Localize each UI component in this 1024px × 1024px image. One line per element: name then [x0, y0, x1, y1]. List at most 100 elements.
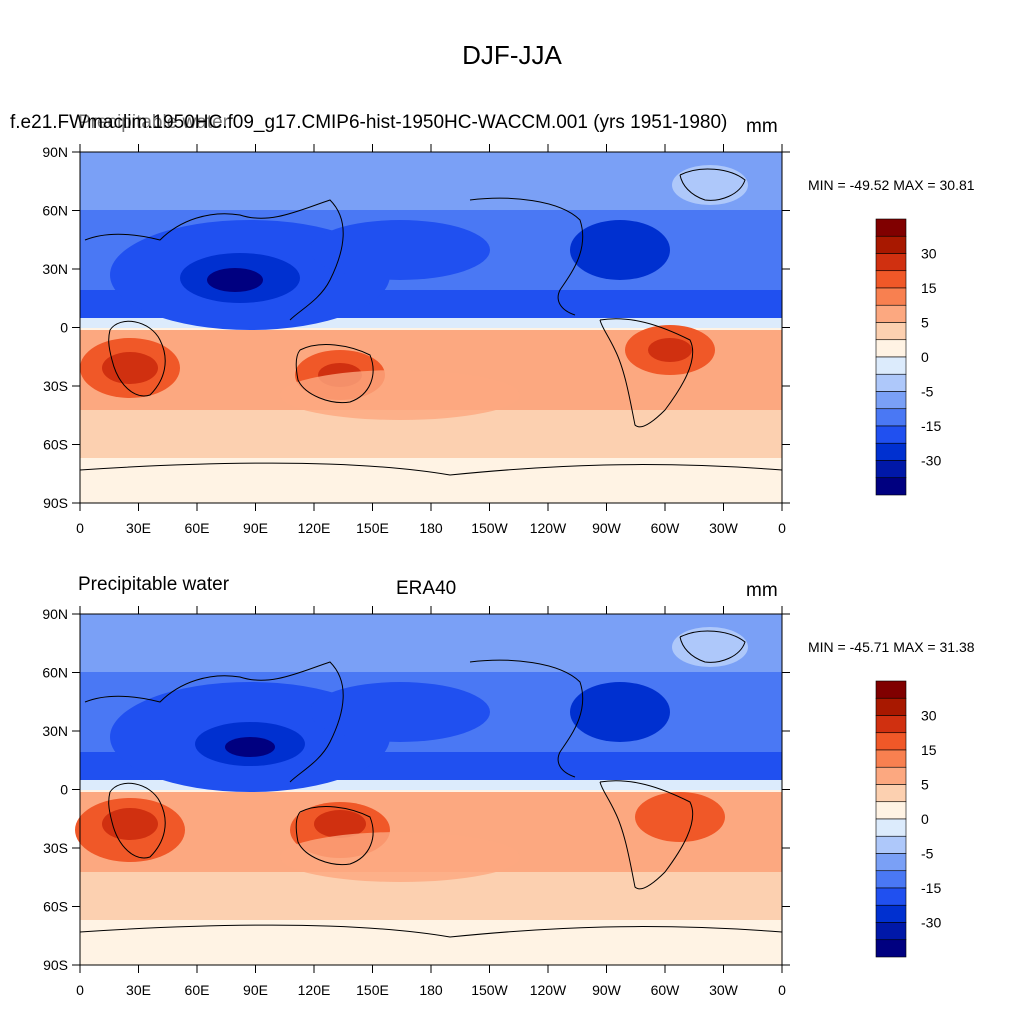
lon-label: 150E [356, 982, 389, 998]
colorbar-swatch [875, 373, 907, 392]
panel2-coastlines [79, 630, 783, 938]
lon-label: 120W [530, 982, 567, 998]
colorbar-swatch [875, 425, 907, 444]
lon-label: 150W [471, 982, 508, 998]
colorbar-swatch [875, 939, 907, 958]
lat-label: 60N [42, 665, 68, 681]
colorbar-swatch [875, 853, 907, 872]
lon-label: 90W [592, 520, 622, 536]
panel1-field [80, 152, 782, 503]
colorbar-label: -15 [921, 418, 941, 434]
lat-label: 60N [42, 203, 68, 219]
colorbar-label: 15 [921, 280, 937, 296]
panel1-colorbar: 30 15 5 0 -5 -15 -30 [875, 218, 941, 496]
colorbar-label: -30 [921, 453, 941, 469]
panel2-map: 90N 60N 30N 0 30S 60S 90S 0 30E 60E 90E 120E 150E 18… [42, 606, 941, 998]
colorbar-label: -5 [921, 846, 934, 862]
colorbar-label: 30 [921, 708, 937, 724]
colorbar-label: -15 [921, 880, 941, 896]
colorbar-swatch [875, 356, 907, 375]
lon-label: 60E [185, 982, 210, 998]
lon-label: 90E [243, 982, 268, 998]
lon-label: 30E [126, 520, 151, 536]
panel1-map: 90N 60N 30N 0 30S 60S 90S 0 30E 60E 90E 120E 150E 18… [42, 144, 941, 536]
colorbar-swatch [875, 801, 907, 820]
colorbar-swatch [875, 766, 907, 785]
panel2-field [75, 614, 782, 965]
figure-title: DJF-JJA [462, 40, 562, 70]
colorbar-swatch [875, 904, 907, 923]
colorbar-swatch [875, 749, 907, 768]
panel2-lat-labels: 90N 60N 30N 0 30S 60S 90S [42, 606, 790, 973]
lon-label: 120E [298, 520, 331, 536]
lon-label: 180 [419, 982, 443, 998]
colorbar-label: 5 [921, 315, 929, 331]
panel2-colorbar: 30 15 5 0 -5 -15 -30 [875, 680, 941, 958]
panel1-lat-labels: 90N 60N 30N 0 30S 60S 90S [42, 144, 790, 511]
lon-label: 150E [356, 520, 389, 536]
colorbar-swatch [875, 339, 907, 358]
lon-label: 60E [185, 520, 210, 536]
colorbar-swatch [875, 870, 907, 889]
colorbar-swatch [875, 235, 907, 254]
panel1-coastlines [79, 168, 783, 476]
lat-label: 30S [43, 378, 68, 394]
colorbar-label: -30 [921, 915, 941, 931]
panel2-lon-labels: 0 30E 60E 90E 120E 150E 180 150W 120W 90W 60W 30W 0 [76, 606, 786, 998]
lon-label: 180 [419, 520, 443, 536]
lat-label: 30N [42, 261, 68, 277]
lat-label: 90N [42, 144, 68, 160]
colorbar-swatch [875, 697, 907, 716]
lat-label: 30N [42, 723, 68, 739]
colorbar-swatch [875, 442, 907, 461]
colorbar-swatch [875, 391, 907, 410]
colorbar-swatch [875, 322, 907, 341]
colorbar-swatch [875, 784, 907, 803]
colorbar-swatch [875, 818, 907, 837]
lat-label: 60S [43, 899, 68, 915]
colorbar-swatch [875, 477, 907, 496]
colorbar-label: -5 [921, 384, 934, 400]
lon-label: 120E [298, 982, 331, 998]
lat-label: 90S [43, 495, 68, 511]
lon-label: 90E [243, 520, 268, 536]
panel1-left-title: Precipitable water [78, 112, 230, 133]
panel1-lon-labels: 0 30E 60E 90E 120E 150E 180 150W 120W 90W 60W 30W 0 [76, 144, 786, 536]
lon-label: 0 [76, 982, 84, 998]
lon-label: 150W [471, 520, 508, 536]
lon-label: 30W [709, 520, 739, 536]
lat-label: 30S [43, 840, 68, 856]
lon-label: 0 [778, 982, 786, 998]
lat-label: 90N [42, 606, 68, 622]
colorbar-label: 15 [921, 742, 937, 758]
lon-label: 30W [709, 982, 739, 998]
colorbar-swatch [875, 253, 907, 272]
colorbar-swatch [875, 460, 907, 479]
lon-label: 0 [76, 520, 84, 536]
colorbar-swatch [875, 287, 907, 306]
colorbar-swatch [875, 408, 907, 427]
lon-label: 0 [778, 520, 786, 536]
panel1-minmax: MIN = -49.52 MAX = 30.81 [808, 177, 975, 193]
lon-label: 30E [126, 982, 151, 998]
panel1-center-title: f.e21.FWmaclim.1950HC.f09_g17.CMIP6-hist… [10, 112, 728, 133]
panel2-left-title: Precipitable water [78, 574, 230, 595]
lat-label: 60S [43, 437, 68, 453]
lat-label: 90S [43, 957, 68, 973]
colorbar-swatch [875, 270, 907, 289]
panel1-units: mm [746, 116, 778, 137]
colorbar-swatch [875, 887, 907, 906]
colorbar-swatch [875, 922, 907, 941]
lon-label: 90W [592, 982, 622, 998]
colorbar-swatch [875, 304, 907, 323]
colorbar-swatch [875, 680, 907, 699]
colorbar-swatch [875, 715, 907, 734]
lon-label: 60W [651, 520, 681, 536]
colorbar-swatch [875, 835, 907, 854]
lon-label: 60W [651, 982, 681, 998]
panel2-center-title: ERA40 [396, 578, 457, 599]
lat-label: 0 [60, 320, 68, 336]
colorbar-label: 0 [921, 349, 929, 365]
colorbar-swatch [875, 732, 907, 751]
panel2-units: mm [746, 580, 778, 601]
